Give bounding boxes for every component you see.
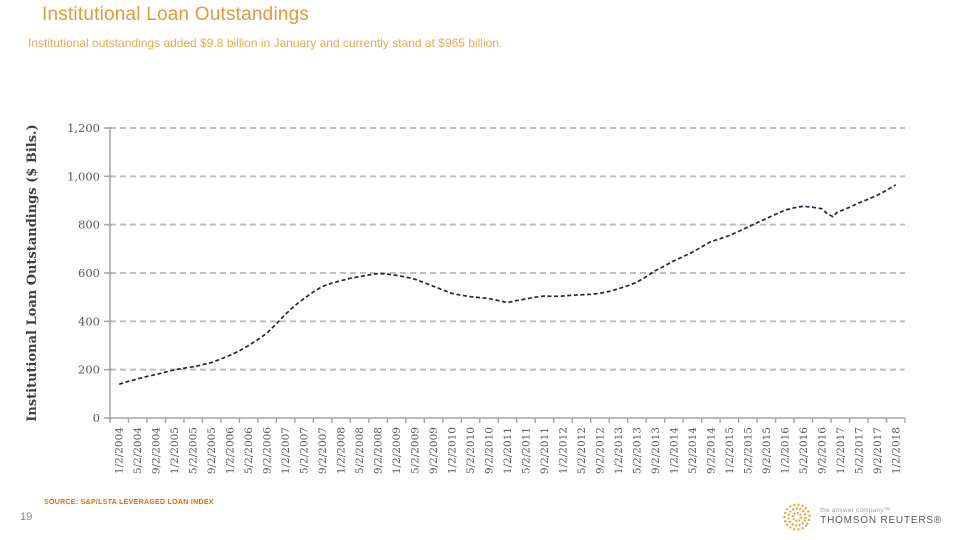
thomson-reuters-logo: the answer company™ THOMSON REUTERS® [782,502,942,532]
outstandings-series-line [118,184,897,386]
x-tick-label: 9/2/2015 [761,427,773,474]
y-tick-label: 600 [78,266,100,280]
x-tick-label: 5/2/2017 [853,427,865,474]
x-tick-label: 5/2/2005 [188,427,200,474]
x-tick-label: 9/2/2014 [705,427,717,474]
kinesis-globe-icon [783,503,811,531]
x-tick-label: 1/2/2013 [613,427,625,474]
subtitle: Institutional outstandings added $9.8 bi… [28,36,503,50]
x-tick-label: 9/2/2009 [428,427,440,474]
x-tick-label: 5/2/2016 [798,427,810,474]
x-tick-label: 9/2/2016 [816,427,828,474]
x-tick-label: 9/2/2017 [872,427,884,474]
x-tick-label: 5/2/2011 [520,427,532,474]
logo-brand: THOMSON REUTERS® [820,514,942,526]
page-title: Institutional Loan Outstandings [42,4,310,25]
x-tick-label: 5/2/2004 [132,427,144,474]
x-tick-label: 5/2/2013 [631,427,643,474]
y-tick-label: 200 [78,363,100,377]
x-tick-label: 5/2/2014 [687,427,699,474]
x-tick-label: 5/2/2007 [299,427,311,474]
x-tick-label: 9/2/2005 [206,427,218,474]
x-tick-label: 5/2/2008 [354,427,366,474]
x-tick-label: 1/2/2008 [336,427,348,474]
x-tick-label: 5/2/2009 [410,427,422,474]
x-tick-label: 1/2/2011 [502,427,514,474]
y-tick-label: 0 [93,411,100,425]
x-tick-label: 1/2/2016 [779,427,791,474]
x-tick-label: 9/2/2006 [262,427,274,474]
x-tick-label: 1/2/2018 [890,427,902,474]
source-note: SOURCE: S&P/LSTA LEVERAGED LOAN INDEX [44,499,214,506]
x-tick-label: 1/2/2006 [225,427,237,474]
x-tick-label: 9/2/2004 [151,427,163,474]
x-tick-label: 9/2/2012 [594,427,606,474]
y-tick-label: 1,000 [67,169,100,183]
x-tick-label: 1/2/2005 [169,427,181,474]
x-tick-label: 1/2/2012 [557,427,569,474]
x-tick-label: 1/2/2007 [280,427,292,474]
y-tick-label: 400 [78,314,100,328]
x-tick-label: 5/2/2006 [243,427,255,474]
y-axis-title: Institutional Loan Outstandings ($ Bils.… [25,124,40,421]
x-tick-label: 5/2/2010 [465,427,477,474]
x-tick-label: 9/2/2007 [317,427,329,474]
x-tick-label: 5/2/2015 [742,427,754,474]
x-tick-label: 9/2/2010 [484,427,496,474]
x-tick-label: 5/2/2012 [576,427,588,474]
y-tick-label: 1,200 [67,121,100,135]
page-number: 19 [20,511,33,523]
x-tick-label: 1/2/2015 [724,427,736,474]
x-tick-label: 9/2/2008 [373,427,385,474]
logo-tagline: the answer company™ [820,506,891,514]
x-tick-label: 1/2/2009 [391,427,403,474]
thomson-reuters-logo-text: the answer company™ THOMSON REUTERS® [820,507,942,528]
x-tick-label: 1/2/2017 [835,427,847,474]
x-tick-label: 9/2/2013 [650,427,662,474]
y-tick-label: 800 [78,218,100,232]
x-tick-label: 1/2/2014 [668,427,680,474]
x-tick-label: 1/2/2010 [447,427,459,474]
x-tick-label: 9/2/2011 [539,427,551,474]
x-tick-label: 1/2/2004 [114,427,126,474]
